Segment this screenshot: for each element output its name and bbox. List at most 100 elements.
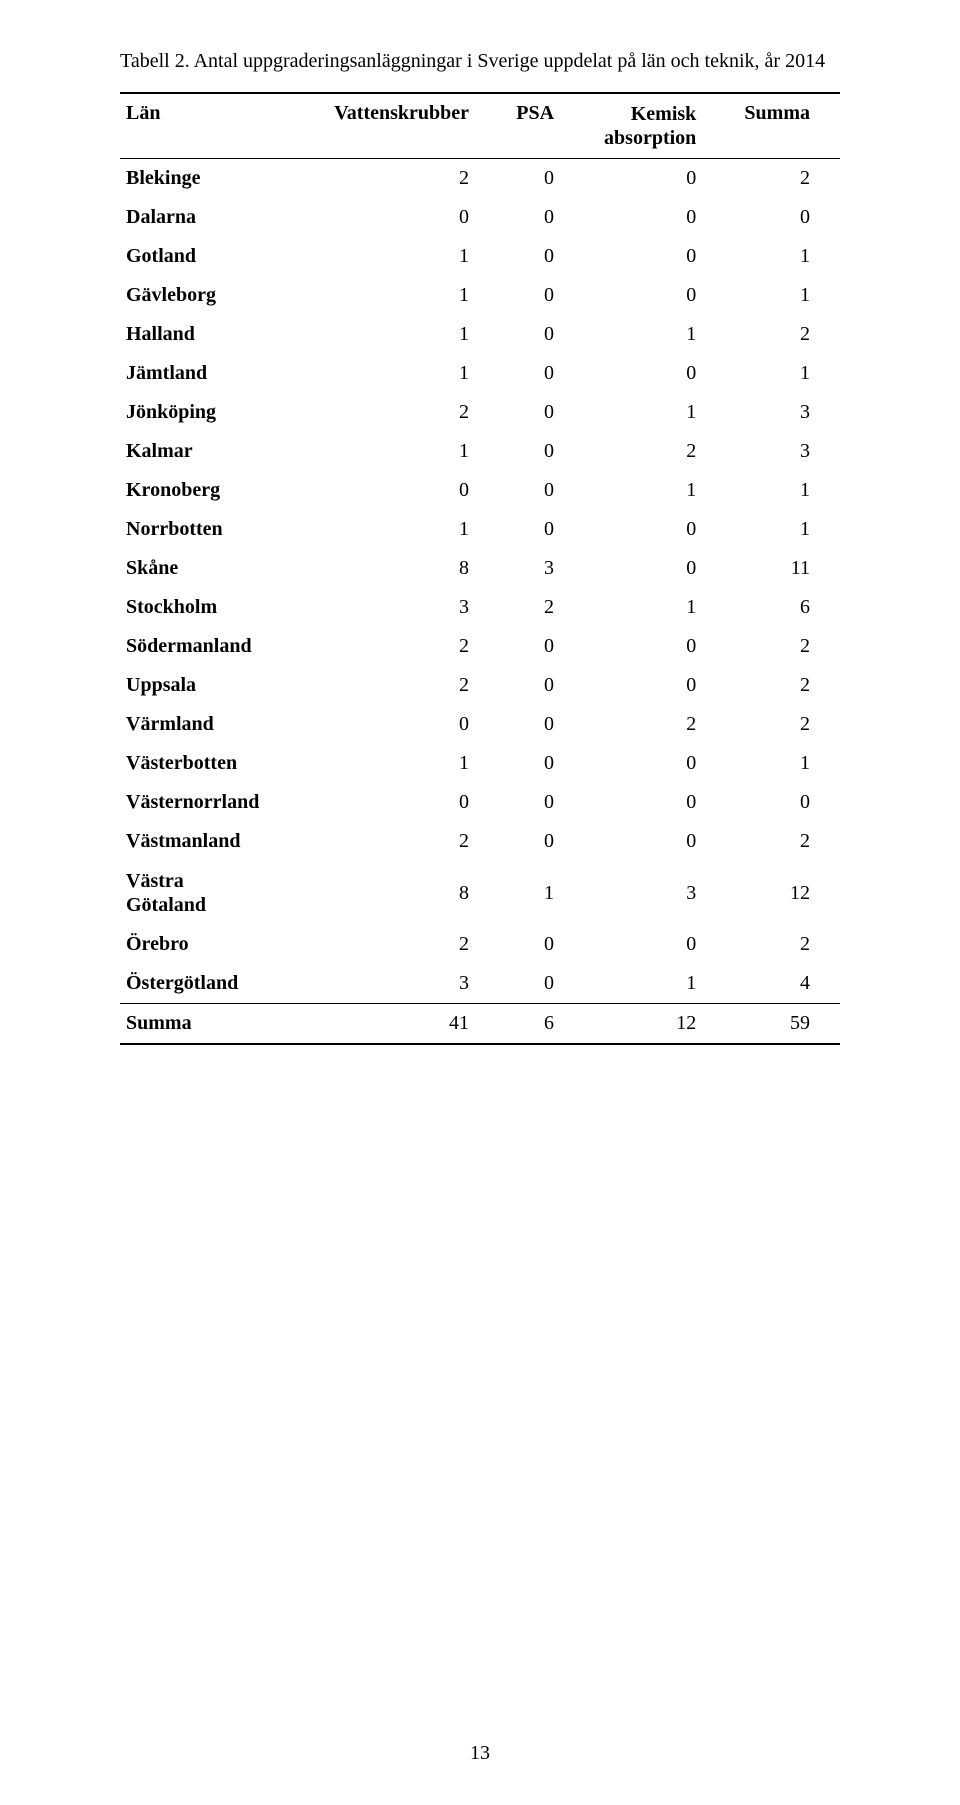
- cell-v: 1: [328, 237, 499, 276]
- cell-lan: Jönköping: [120, 393, 328, 432]
- table-row: Västernorrland0000: [120, 783, 840, 822]
- cell-lan: Blekinge: [120, 159, 328, 199]
- cell-p: 1: [499, 861, 584, 925]
- cell-v: 1: [328, 354, 499, 393]
- table-row: Kronoberg0011: [120, 471, 840, 510]
- cell-lan: Kronoberg: [120, 471, 328, 510]
- cell-s: 2: [726, 666, 840, 705]
- cell-p: 0: [499, 393, 584, 432]
- table-caption: Tabell 2. Antal uppgraderingsanläggninga…: [120, 48, 840, 74]
- cell-k: 1: [584, 315, 726, 354]
- cell-s: 1: [726, 237, 840, 276]
- cell-lan: Skåne: [120, 549, 328, 588]
- cell-p: 0: [499, 925, 584, 964]
- cell-v: 1: [328, 510, 499, 549]
- cell-p: 0: [499, 822, 584, 861]
- cell-lan: Västmanland: [120, 822, 328, 861]
- cell-v: 2: [328, 666, 499, 705]
- cell-v: 1: [328, 276, 499, 315]
- cell-lan: VästraGötaland: [120, 861, 328, 925]
- cell-v: 1: [328, 744, 499, 783]
- cell-lan: Gotland: [120, 237, 328, 276]
- cell-p: 0: [499, 510, 584, 549]
- cell-lan: Norrbotten: [120, 510, 328, 549]
- table-row: VästraGötaland81312: [120, 861, 840, 925]
- cell-s: 3: [726, 393, 840, 432]
- table-row: Halland1012: [120, 315, 840, 354]
- col-header-summa: Summa: [726, 93, 840, 159]
- table-row: Dalarna0000: [120, 198, 840, 237]
- cell-p: 2: [499, 588, 584, 627]
- cell-k: 0: [584, 198, 726, 237]
- col-header-psa: PSA: [499, 93, 584, 159]
- cell-v: 2: [328, 159, 499, 199]
- cell-p: 0: [499, 964, 584, 1004]
- cell-lan: Västerbotten: [120, 744, 328, 783]
- cell-s: 1: [726, 354, 840, 393]
- table-row: Östergötland3014: [120, 964, 840, 1004]
- cell-lan: Södermanland: [120, 627, 328, 666]
- col-header-kemisk-line2: absorption: [604, 127, 696, 149]
- cell-k: 0: [584, 237, 726, 276]
- cell-s: 2: [726, 822, 840, 861]
- cell-s: 0: [726, 198, 840, 237]
- cell-k: 0: [584, 783, 726, 822]
- cell-lan: Gävleborg: [120, 276, 328, 315]
- page-number: 13: [0, 1742, 960, 1765]
- data-table: Län Vattenskrubber PSA Kemisk absorption…: [120, 92, 840, 1045]
- table-row: Västmanland2002: [120, 822, 840, 861]
- cell-p: 0: [499, 627, 584, 666]
- cell-p: 3: [499, 549, 584, 588]
- cell-v: 1: [328, 315, 499, 354]
- cell-v: 0: [328, 705, 499, 744]
- cell-s: 1: [726, 744, 840, 783]
- table-row: Jönköping2013: [120, 393, 840, 432]
- col-header-kemisk-line1: Kemisk: [631, 103, 697, 125]
- cell-s: 0: [726, 783, 840, 822]
- cell-lan: Jämtland: [120, 354, 328, 393]
- cell-k: 2: [584, 432, 726, 471]
- table-row: Södermanland2002: [120, 627, 840, 666]
- cell-p: 0: [499, 198, 584, 237]
- cell-p: 0: [499, 705, 584, 744]
- cell-v: 3: [328, 964, 499, 1004]
- cell-s: 2: [726, 315, 840, 354]
- cell-p: 0: [499, 666, 584, 705]
- table-row: Örebro2002: [120, 925, 840, 964]
- cell-s: 1: [726, 471, 840, 510]
- cell-s: 1: [726, 276, 840, 315]
- cell-total-label: Summa: [120, 1004, 328, 1045]
- cell-v: 1: [328, 432, 499, 471]
- table-row: Norrbotten1001: [120, 510, 840, 549]
- cell-s: 2: [726, 705, 840, 744]
- cell-total-s: 59: [726, 1004, 840, 1045]
- cell-lan: Uppsala: [120, 666, 328, 705]
- col-header-kemisk: Kemisk absorption: [584, 93, 726, 159]
- cell-k: 0: [584, 744, 726, 783]
- cell-p: 0: [499, 315, 584, 354]
- cell-v: 8: [328, 861, 499, 925]
- cell-k: 1: [584, 393, 726, 432]
- cell-s: 1: [726, 510, 840, 549]
- cell-s: 4: [726, 964, 840, 1004]
- cell-v: 0: [328, 198, 499, 237]
- cell-s: 2: [726, 925, 840, 964]
- cell-k: 0: [584, 549, 726, 588]
- table-row: Värmland0022: [120, 705, 840, 744]
- table-row: Skåne83011: [120, 549, 840, 588]
- cell-p: 0: [499, 237, 584, 276]
- cell-v: 2: [328, 925, 499, 964]
- table-row: Blekinge2002: [120, 159, 840, 199]
- cell-lan: Örebro: [120, 925, 328, 964]
- table-row: Kalmar1023: [120, 432, 840, 471]
- cell-k: 1: [584, 588, 726, 627]
- cell-k: 0: [584, 276, 726, 315]
- cell-lan: Kalmar: [120, 432, 328, 471]
- cell-p: 0: [499, 744, 584, 783]
- table-row: Gotland1001: [120, 237, 840, 276]
- cell-p: 0: [499, 783, 584, 822]
- cell-v: 0: [328, 783, 499, 822]
- cell-k: 0: [584, 925, 726, 964]
- table-total-row: Summa4161259: [120, 1004, 840, 1045]
- cell-lan: Östergötland: [120, 964, 328, 1004]
